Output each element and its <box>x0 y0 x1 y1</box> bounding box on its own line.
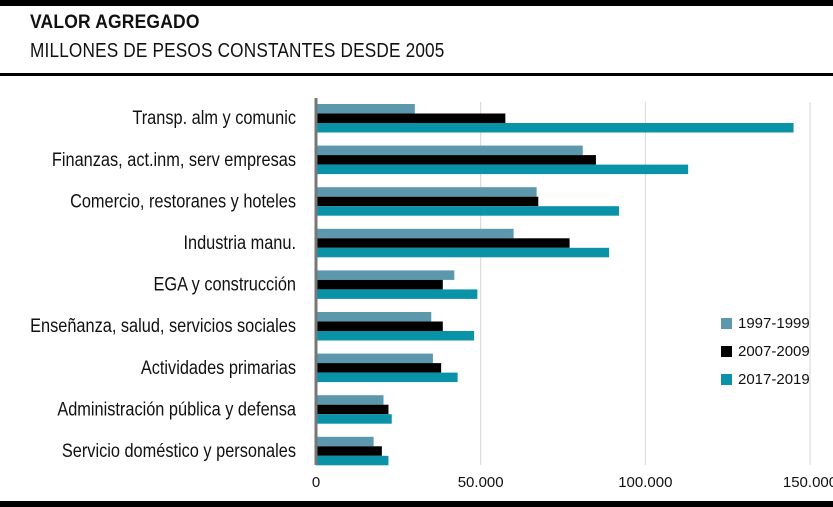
bar <box>316 228 514 239</box>
category-label: Transp. alm y comunic <box>132 107 296 128</box>
x-tick-label: 0 <box>312 474 320 491</box>
x-tick-label: 50.000 <box>458 474 504 491</box>
bars <box>316 104 794 466</box>
x-tick-label: 150.000 <box>783 474 833 491</box>
bar <box>316 363 442 373</box>
x-tick-label: 100.000 <box>618 474 672 491</box>
legend-swatch <box>721 346 732 357</box>
bar <box>316 196 539 207</box>
x-tick-labels: 0 50.000 100.000 150.000 <box>312 474 833 491</box>
bar <box>316 155 596 165</box>
bar <box>316 247 610 258</box>
bar <box>316 404 389 415</box>
bar <box>316 446 382 456</box>
bottom-rule <box>0 501 833 507</box>
legend-swatch <box>721 374 732 385</box>
bar <box>316 113 506 123</box>
bar <box>316 372 458 383</box>
category-label: Administración pública y defensa <box>57 398 296 419</box>
bar <box>316 395 384 405</box>
category-label: Actividades primarias <box>141 357 296 378</box>
chart-title: VALOR AGREGADO <box>30 12 200 33</box>
bar <box>316 414 392 424</box>
bar <box>316 164 689 175</box>
legend-label: 1997-1999 <box>738 315 810 332</box>
bar <box>316 145 583 156</box>
category-label: EGA y construcción <box>154 273 296 294</box>
category-label: Enseñanza, salud, servicios sociales <box>30 315 296 336</box>
legend-label: 2007-2009 <box>738 343 810 360</box>
bar <box>316 455 389 466</box>
bar <box>316 331 475 341</box>
bar <box>316 312 432 322</box>
bar <box>316 321 443 331</box>
chart-subtitle: MILLONES DE PESOS CONSTANTES DESDE 2005 <box>30 40 445 62</box>
legend: 1997-1999 2007-2009 2017-2019 <box>721 315 810 388</box>
bar <box>316 279 443 290</box>
bar <box>316 270 455 280</box>
top-rule <box>0 0 833 6</box>
bar <box>316 436 374 447</box>
bar <box>316 238 570 248</box>
bar <box>316 289 478 299</box>
header-rule <box>0 73 833 76</box>
legend-label: 2017-2019 <box>738 371 810 388</box>
bar <box>316 206 619 216</box>
category-label: Servicio doméstico y personales <box>62 440 296 461</box>
category-label: Finanzas, act.inm, serv empresas <box>52 149 296 170</box>
bar <box>316 123 794 133</box>
category-label: Industria manu. <box>183 232 296 253</box>
bar <box>316 187 537 197</box>
legend-swatch <box>721 318 732 329</box>
bar <box>316 353 433 364</box>
bar <box>316 104 415 114</box>
bar-chart: Transp. alm y comunic Finanzas, act.inm, … <box>30 98 833 491</box>
category-label: Comercio, restoranes y hoteles <box>70 190 296 211</box>
category-labels: Transp. alm y comunic Finanzas, act.inm, … <box>30 107 296 461</box>
